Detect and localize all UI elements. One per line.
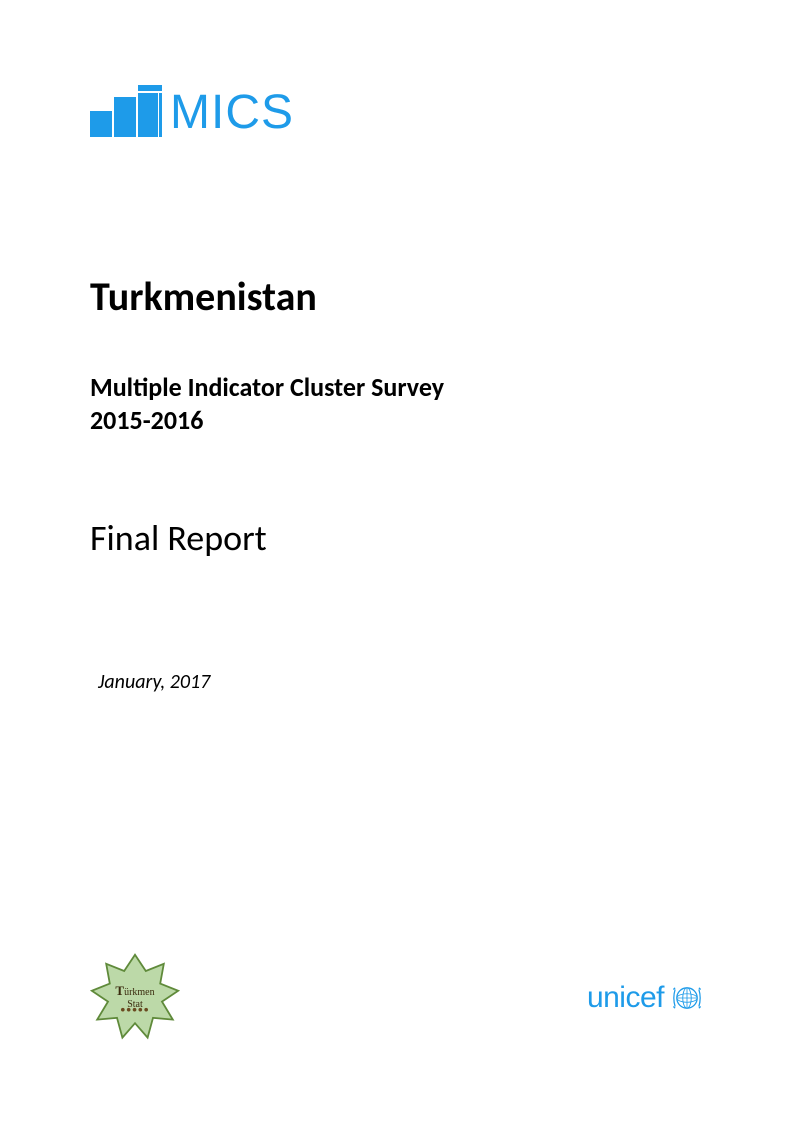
subtitle-line-2: 2015-2016 [90, 404, 704, 437]
turkmenstat-logo: Türkmen Stat ●●●●● [90, 953, 180, 1043]
turkmenstat-dots: ●●●●● [90, 1005, 180, 1015]
globe-icon [670, 981, 704, 1015]
mics-logo-text: MICS [170, 89, 294, 137]
unicef-logo: unicef [587, 981, 704, 1015]
report-date: January, 2017 [98, 670, 704, 694]
survey-subtitle: Multiple Indicator Cluster Survey 2015-2… [90, 371, 704, 436]
unicef-text: unicef [587, 981, 664, 1015]
subtitle-line-1: Multiple Indicator Cluster Survey [90, 371, 704, 404]
logo-bar-2 [114, 97, 136, 137]
page: MICS Turkmenistan Multiple Indicator Clu… [0, 0, 794, 1123]
mics-logo: MICS [90, 85, 704, 137]
report-type: Final Report [90, 516, 704, 560]
logo-bar-1 [90, 111, 112, 137]
logo-bar-3 [138, 85, 162, 137]
country-title: Turkmenistan [90, 272, 704, 321]
footer: Türkmen Stat ●●●●● unicef [90, 953, 704, 1043]
